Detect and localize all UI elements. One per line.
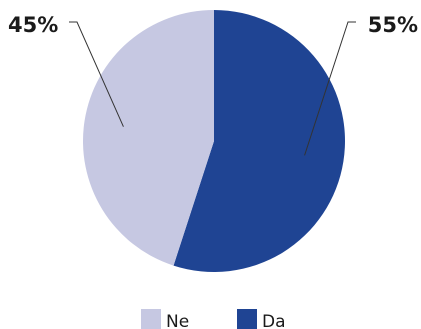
legend-label-ne: Ne — [166, 312, 189, 329]
leader-lines — [69, 21, 356, 156]
legend-item-da: Da — [237, 309, 286, 329]
legend: Ne Da — [141, 309, 286, 329]
legend-swatch-da — [237, 309, 257, 329]
pie-slice-da — [173, 10, 345, 272]
leader-line-ne — [69, 21, 124, 127]
legend-label-da: Da — [262, 312, 286, 329]
legend-swatch-ne — [141, 309, 161, 329]
pie-slices — [83, 10, 345, 272]
slice-label-da: 55% — [368, 13, 418, 37]
pie-slice-ne — [83, 10, 214, 266]
leader-line-da — [304, 21, 356, 156]
slice-label-ne: 45% — [8, 13, 58, 37]
legend-item-ne: Ne — [141, 309, 189, 329]
